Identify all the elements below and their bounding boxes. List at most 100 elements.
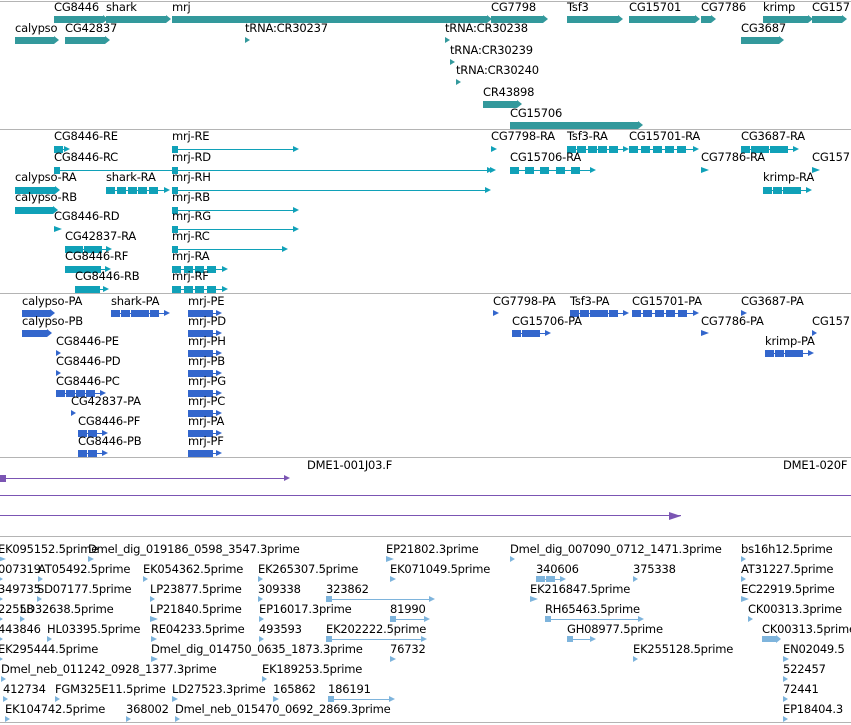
feature-label[interactable]: 349735 bbox=[0, 582, 41, 596]
feature-intron-line[interactable] bbox=[328, 699, 391, 700]
feature-label[interactable]: 443846 bbox=[0, 622, 41, 636]
feature-label[interactable]: 186191 bbox=[328, 682, 371, 696]
feature-intron-line[interactable] bbox=[629, 149, 695, 150]
exon-block[interactable] bbox=[0, 475, 6, 482]
feature-marker[interactable] bbox=[126, 716, 131, 722]
feature-label[interactable]: calypso bbox=[15, 21, 58, 35]
exon-block[interactable] bbox=[666, 310, 676, 317]
feature-label[interactable]: FGM325E11.5prime bbox=[55, 682, 166, 696]
feature-label[interactable]: krimp bbox=[763, 0, 796, 14]
feature-block[interactable] bbox=[567, 16, 618, 23]
feature-block[interactable] bbox=[106, 16, 166, 23]
feature-label[interactable]: tRNA:CR30239 bbox=[450, 43, 533, 57]
feature-label[interactable]: mrj-PA bbox=[188, 414, 225, 428]
exon-block[interactable] bbox=[390, 616, 396, 622]
feature-label[interactable]: CG8446 bbox=[54, 0, 100, 14]
feature-label[interactable]: krimp-PA bbox=[765, 334, 815, 348]
feature-label[interactable]: CG42837-PA bbox=[71, 394, 141, 408]
feature-marker[interactable] bbox=[530, 596, 538, 602]
feature-label[interactable]: CG7786-PA bbox=[701, 314, 764, 328]
feature-label[interactable]: EN02049.5 bbox=[783, 642, 845, 656]
exon-block[interactable] bbox=[188, 390, 197, 397]
exon-block[interactable] bbox=[54, 167, 60, 174]
exon-block[interactable] bbox=[150, 310, 160, 317]
exon-block[interactable] bbox=[204, 430, 213, 437]
feature-block[interactable] bbox=[22, 330, 47, 337]
feature-marker[interactable] bbox=[748, 616, 753, 622]
exon-block[interactable] bbox=[120, 310, 130, 317]
exon-block[interactable] bbox=[196, 390, 205, 397]
feature-label[interactable]: EK255128.5prime bbox=[633, 642, 734, 656]
feature-intron-line[interactable] bbox=[567, 639, 592, 640]
exon-block[interactable] bbox=[149, 187, 159, 194]
exon-block[interactable] bbox=[629, 146, 638, 153]
feature-label[interactable]: Dmel_dig_007090_0712_1471.3prime bbox=[510, 542, 722, 556]
feature-intron-line[interactable] bbox=[326, 599, 431, 600]
exon-block[interactable] bbox=[654, 310, 664, 317]
feature-label[interactable]: GH08977.5prime bbox=[567, 622, 663, 636]
feature-label[interactable]: CG8446-PB bbox=[78, 434, 142, 448]
feature-label[interactable]: 323862 bbox=[326, 582, 369, 596]
feature-marker[interactable] bbox=[55, 696, 60, 702]
feature-label[interactable]: LD32638.5prime bbox=[20, 602, 114, 616]
feature-marker[interactable] bbox=[5, 716, 10, 722]
feature-label[interactable]: mrj-PD bbox=[188, 314, 226, 328]
feature-label[interactable]: CG157 bbox=[812, 150, 850, 164]
feature-label[interactable]: CG8446-PF bbox=[78, 414, 141, 428]
feature-marker[interactable] bbox=[812, 167, 820, 173]
feature-label[interactable]: mrj-RF bbox=[172, 269, 209, 283]
feature-marker[interactable] bbox=[56, 350, 61, 356]
feature-label[interactable]: CK00313.3prime bbox=[748, 602, 842, 616]
exon-block[interactable] bbox=[74, 246, 84, 253]
feature-label[interactable]: shark-RA bbox=[106, 170, 156, 184]
feature-block[interactable] bbox=[812, 16, 842, 23]
feature-marker[interactable] bbox=[0, 656, 3, 662]
exon-block[interactable] bbox=[172, 187, 178, 194]
feature-marker[interactable] bbox=[38, 576, 43, 582]
feature-label[interactable]: 522457 bbox=[783, 662, 826, 676]
feature-label[interactable]: CG8446-RE bbox=[54, 129, 118, 143]
exon-block[interactable] bbox=[83, 246, 93, 253]
feature-label[interactable]: krimp-RA bbox=[763, 170, 815, 184]
feature-label[interactable]: mrj-RC bbox=[172, 229, 210, 243]
exon-block[interactable] bbox=[86, 390, 95, 397]
feature-marker[interactable] bbox=[390, 576, 396, 582]
feature-label[interactable]: CG7798-RA bbox=[491, 129, 555, 143]
feature-label[interactable]: EK202222.5prime bbox=[326, 622, 427, 636]
feature-label[interactable]: EK095152.5prime bbox=[0, 542, 99, 556]
feature-label[interactable]: 493593 bbox=[259, 622, 302, 636]
feature-label[interactable]: CG8446-PD bbox=[56, 354, 121, 368]
feature-label[interactable]: EK189253.5prime bbox=[262, 662, 363, 676]
feature-label[interactable]: CG42837-RA bbox=[65, 229, 137, 243]
feature-intron-line[interactable] bbox=[172, 210, 295, 211]
feature-label[interactable]: CR43898 bbox=[483, 85, 535, 99]
exon-block[interactable] bbox=[204, 350, 213, 357]
exon-block[interactable] bbox=[196, 350, 205, 357]
feature-label[interactable]: CG7798-PA bbox=[493, 294, 556, 308]
exon-block[interactable] bbox=[555, 167, 565, 174]
feature-label[interactable]: Tsf3 bbox=[567, 0, 589, 14]
exon-block[interactable] bbox=[188, 430, 197, 437]
feature-label[interactable]: EP18404.3 bbox=[783, 702, 843, 716]
feature-marker[interactable] bbox=[450, 59, 455, 65]
exon-block[interactable] bbox=[65, 266, 74, 273]
feature-label[interactable]: EP16017.3prime bbox=[259, 602, 352, 616]
feature-label[interactable]: CG15706-RA bbox=[510, 150, 582, 164]
exon-block[interactable] bbox=[66, 390, 75, 397]
feature-intron-line[interactable] bbox=[326, 639, 423, 640]
exon-block[interactable] bbox=[130, 310, 140, 317]
feature-label[interactable]: 309338 bbox=[258, 582, 301, 596]
feature-label[interactable]: CG7786-RA bbox=[701, 150, 765, 164]
exon-block[interactable] bbox=[172, 207, 178, 214]
exon-block[interactable] bbox=[172, 226, 178, 233]
feature-label[interactable]: CG15701-PA bbox=[632, 294, 702, 308]
exon-block[interactable] bbox=[772, 187, 782, 194]
feature-label[interactable]: tRNA:CR30237 bbox=[245, 21, 328, 35]
feature-marker[interactable] bbox=[741, 576, 746, 582]
exon-block[interactable] bbox=[546, 576, 555, 582]
exon-block[interactable] bbox=[204, 330, 213, 337]
feature-marker[interactable] bbox=[71, 410, 76, 416]
feature-label[interactable]: tRNA:CR30238 bbox=[445, 21, 528, 35]
feature-label[interactable]: mrj-RB bbox=[172, 190, 210, 204]
exon-block[interactable] bbox=[570, 167, 580, 174]
